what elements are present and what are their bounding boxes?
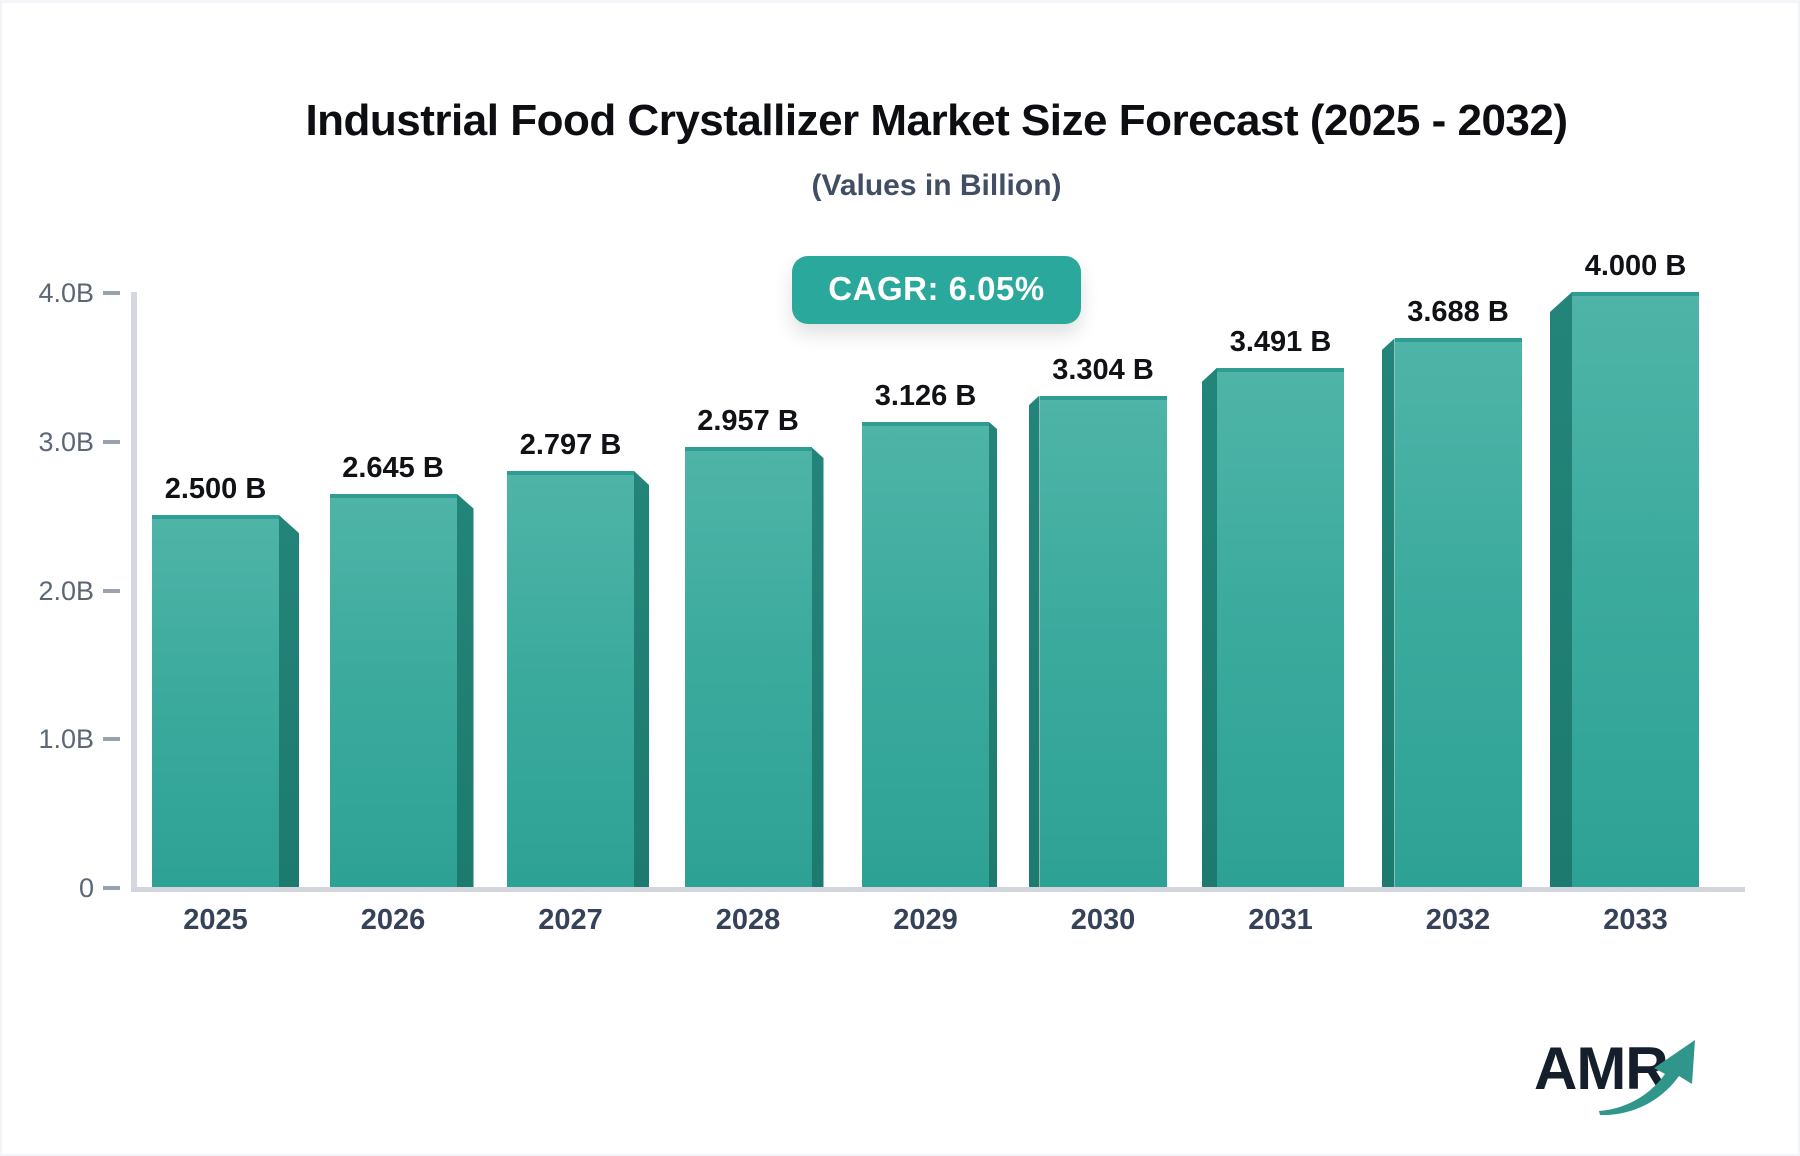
bar-top-edge <box>329 493 457 498</box>
bar-value-label: 3.304 B <box>1052 353 1154 386</box>
bar-face <box>684 447 812 887</box>
x-tick-label-2031: 2031 <box>1248 904 1313 936</box>
bar-2026: 2.645 B <box>329 452 474 887</box>
y-axis-line <box>131 292 137 888</box>
bar-2025: 2.500 B <box>152 473 299 887</box>
bar-3d-side <box>989 422 997 887</box>
bar-3d-side <box>634 470 649 887</box>
bar-3d-side <box>811 447 824 887</box>
bar-value-label: 2.797 B <box>519 428 622 461</box>
bar-3d-side <box>1028 395 1040 887</box>
x-tick-label-2027: 2027 <box>538 904 603 936</box>
bar-face <box>152 515 279 887</box>
x-tick-label-2029: 2029 <box>893 904 958 936</box>
cagr-badge: CAGR: 6.05% <box>792 256 1081 324</box>
y-tick <box>103 737 120 742</box>
bar-value-label: 2.957 B <box>697 405 799 438</box>
trend-up-arrow-icon <box>1599 1040 1695 1116</box>
y-tick <box>103 439 120 444</box>
bar-top-edge <box>507 470 634 475</box>
bar-3d-side <box>456 493 474 887</box>
bar-face <box>862 422 989 887</box>
cagr-badge-row: CAGR: 6.05% <box>132 256 1741 324</box>
bar-value-label: 3.491 B <box>1229 325 1332 358</box>
y-tick <box>103 291 120 295</box>
bar-3d-side <box>1202 367 1217 887</box>
x-tick-label-2033: 2033 <box>1603 904 1668 936</box>
x-tick-label-2030: 2030 <box>1070 904 1136 936</box>
bar-value-label: 2.500 B <box>164 473 267 506</box>
x-tick-label-2026: 2026 <box>360 904 426 936</box>
y-tick-label: 2.0B <box>38 575 94 606</box>
bar-top-edge <box>684 447 812 452</box>
bar-3d-side <box>279 515 299 887</box>
bar-2033: 4.000 B <box>1550 250 1699 887</box>
bar-face <box>1572 292 1699 887</box>
page-subtitle: (Values in Billion) <box>811 169 1062 202</box>
x-axis-line <box>131 887 1745 892</box>
brand-logo-text: AMR <box>1534 1035 1669 1102</box>
bar-3d-side <box>1381 338 1395 887</box>
bar-face <box>507 470 634 887</box>
bar-value-label: 3.688 B <box>1407 296 1509 329</box>
page-title: Industrial Food Crystallizer Market Size… <box>305 96 1568 145</box>
bar-face <box>329 493 457 887</box>
bar-face <box>1217 367 1344 887</box>
brand-logo: AMR <box>1534 1031 1714 1126</box>
y-tick <box>103 886 120 890</box>
bar-2030: 3.304 B <box>1028 354 1167 887</box>
bar-2031: 3.491 B <box>1202 326 1344 887</box>
bar-3d-side <box>1550 292 1572 887</box>
x-tick-label-2025: 2025 <box>183 904 248 936</box>
bar-value-label: 4.000 B <box>1584 250 1687 282</box>
bar-face <box>1394 338 1522 887</box>
y-tick <box>103 588 120 593</box>
y-tick-label: 1.0B <box>38 724 94 755</box>
bar-value-label: 2.645 B <box>342 451 444 484</box>
bar-top-edge <box>1039 395 1167 400</box>
bar-2029: 3.126 B <box>862 380 997 887</box>
x-tick-label-2028: 2028 <box>715 904 781 936</box>
bar-2027: 2.797 B <box>507 429 649 887</box>
y-tick-label: 4.0B <box>38 278 94 308</box>
bar-top-edge <box>152 515 279 520</box>
bar-2028: 2.957 B <box>684 405 824 887</box>
bar-top-edge <box>1217 367 1344 372</box>
bar-face <box>1039 395 1167 887</box>
bar-top-edge <box>1394 338 1522 343</box>
bar-top-edge <box>1572 292 1699 296</box>
y-tick-label: 3.0B <box>38 426 94 457</box>
bar-top-edge <box>862 422 989 426</box>
x-tick-label-2032: 2032 <box>1425 904 1491 936</box>
bar-value-label: 3.126 B <box>874 380 977 412</box>
y-tick-label: 0 <box>78 873 94 903</box>
bar-2032: 3.688 B <box>1381 296 1522 887</box>
